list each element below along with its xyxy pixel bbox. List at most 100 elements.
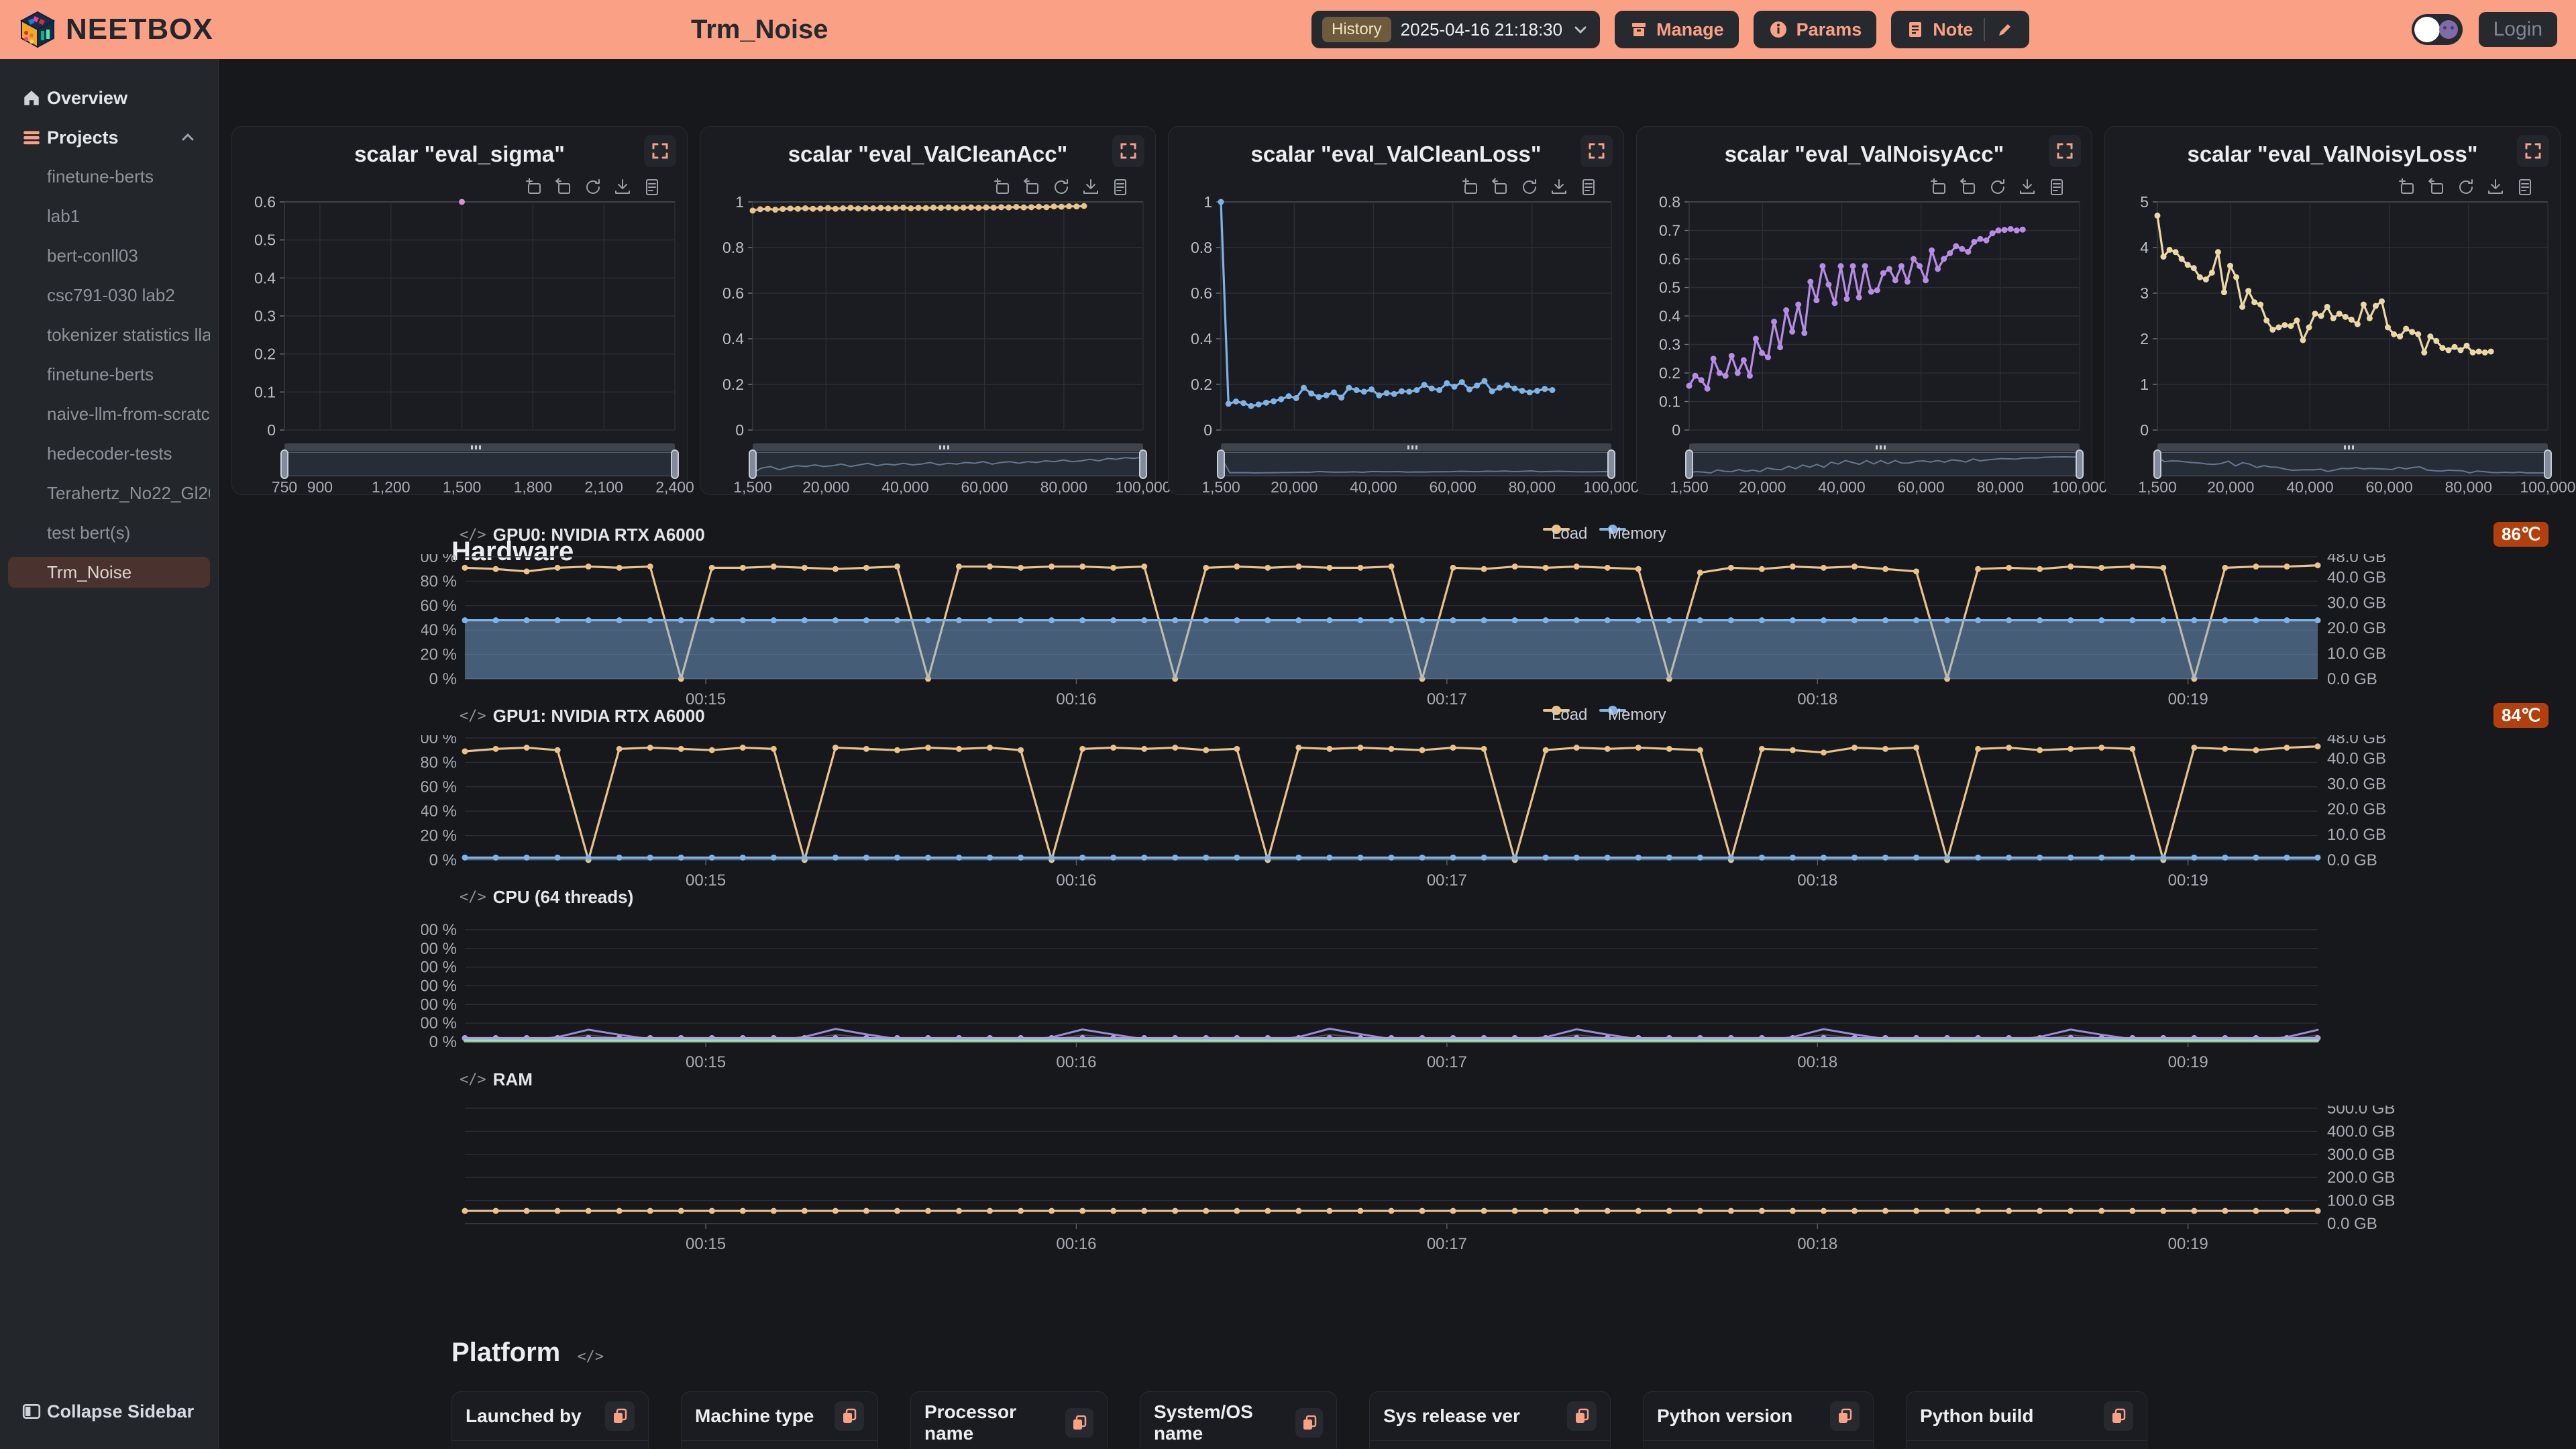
expand-chart-button[interactable] (1580, 135, 1613, 167)
copy-button[interactable] (1295, 1408, 1323, 1438)
datazoom-handle-right[interactable] (1607, 449, 1615, 479)
datazoom-grip[interactable] (1221, 443, 1611, 451)
data-view-icon[interactable] (1579, 178, 1598, 197)
datazoom-handle-left[interactable] (1685, 449, 1693, 479)
project-item-label: bert-conll03 (47, 245, 138, 266)
sidebar-project-item[interactable]: Terahertz_No22_Gl261_gl... (8, 478, 210, 508)
download-icon[interactable] (613, 178, 632, 197)
sidebar-project-item[interactable]: csc791-030 lab2 (8, 280, 210, 311)
legend-item-load[interactable]: Load (1543, 706, 1587, 724)
download-icon[interactable] (2018, 178, 2037, 197)
datazoom-grip[interactable] (1689, 443, 2080, 451)
login-button[interactable]: Login (2478, 12, 2557, 47)
restore-icon[interactable] (1988, 178, 2007, 197)
zoom-reset-icon[interactable] (1491, 178, 1509, 197)
restore-icon[interactable] (1520, 178, 1539, 197)
sidebar-project-item[interactable]: tokenizer statistics llama... (8, 319, 210, 350)
sidebar-project-item[interactable]: lab1 (8, 201, 210, 231)
zoom-select-icon[interactable] (993, 178, 1012, 197)
sidebar-project-item[interactable]: hedecoder-tests (8, 438, 210, 469)
zoom-select-icon[interactable] (525, 178, 543, 197)
datazoom-handle-left[interactable] (749, 449, 757, 479)
brand[interactable]: NEETBOX (19, 11, 213, 48)
platform-card-value: #59~22.04.1-Ubuntu SMP PREEMPT_DYNAMIC W… (1370, 1441, 1610, 1449)
datazoom-handle-right[interactable] (671, 449, 679, 479)
datazoom-handle-right[interactable] (2544, 449, 2552, 479)
sidebar-project-item[interactable]: finetune-berts (8, 359, 210, 390)
restore-icon[interactable] (1052, 178, 1071, 197)
copy-button[interactable] (1567, 1401, 1597, 1431)
collapse-sidebar-button[interactable]: Collapse Sidebar (0, 1397, 218, 1426)
sidebar-project-item[interactable]: naive-llm-from-scratch (8, 398, 210, 429)
zoom-reset-icon[interactable] (1959, 178, 1978, 197)
datazoom-track[interactable] (2153, 449, 2552, 479)
sidebar-project-item[interactable]: bert-conll03 (8, 240, 210, 271)
copy-button[interactable] (1065, 1408, 1093, 1438)
data-view-icon[interactable] (1111, 178, 1130, 197)
history-dropdown[interactable]: History 2025-04-16 21:18:30 (1311, 11, 1601, 48)
svg-text:500.0 GB: 500.0 GB (2327, 1106, 2395, 1118)
legend-item-memory[interactable]: Memory (1599, 706, 1666, 724)
datazoom-handle-right[interactable] (2076, 449, 2084, 479)
data-view-icon[interactable] (643, 178, 661, 197)
copy-button[interactable] (1830, 1401, 1860, 1431)
datazoom-track[interactable] (1217, 449, 1615, 479)
manage-button[interactable]: Manage (1615, 11, 1739, 48)
sidebar-project-item[interactable]: finetune-berts (8, 161, 210, 192)
datazoom-grip[interactable] (2157, 443, 2548, 451)
sidebar-project-item[interactable]: test bert(s) (8, 517, 210, 548)
datazoom-handle-left[interactable] (2153, 449, 2161, 479)
svg-text:00:17: 00:17 (1427, 1053, 1467, 1069)
legend-marker: Load (1543, 706, 1587, 724)
platform-card-value: xlu29 (452, 1441, 648, 1449)
x-tick-label: 2,100 (584, 478, 623, 496)
datazoom-track[interactable] (749, 449, 1147, 479)
theme-toggle[interactable] (2411, 14, 2463, 45)
edit-pencil-icon[interactable] (1996, 20, 2015, 39)
zoom-reset-icon[interactable] (1022, 178, 1041, 197)
restore-icon[interactable] (2457, 178, 2475, 197)
download-icon[interactable] (2486, 178, 2505, 197)
zoom-select-icon[interactable] (1929, 178, 1948, 197)
zoom-select-icon[interactable] (2398, 178, 2416, 197)
datazoom-grip[interactable] (753, 443, 1143, 451)
svg-text:0.0 GB: 0.0 GB (2327, 1215, 2377, 1233)
restore-icon[interactable] (584, 178, 602, 197)
datazoom-grip[interactable] (284, 443, 675, 451)
download-icon[interactable] (1550, 178, 1568, 197)
x-tick-label: 2,400 (655, 478, 694, 496)
zoom-reset-icon[interactable] (554, 178, 573, 197)
expand-chart-button[interactable] (2517, 135, 2549, 167)
datazoom-track[interactable] (1685, 449, 2084, 479)
sidebar-item-overview[interactable]: Overview (0, 83, 218, 113)
svg-text:0.7: 0.7 (1659, 222, 1680, 239)
legend-item-load[interactable]: Load (1543, 525, 1587, 543)
chevron-up-icon[interactable] (179, 129, 197, 146)
project-item-label: csc791-030 lab2 (47, 284, 175, 305)
data-view-icon[interactable] (2047, 178, 2066, 197)
data-view-icon[interactable] (2516, 178, 2534, 197)
copy-button[interactable] (835, 1401, 864, 1431)
copy-button[interactable] (605, 1401, 635, 1431)
svg-text:2: 2 (2140, 330, 2149, 347)
datazoom-track[interactable] (280, 449, 679, 479)
platform-card: System/OS name Linux (1140, 1391, 1337, 1449)
scalar-chart-card: scalar "eval_ValNoisyLoss" 0 1 2 3 4 5 1,500 2… (2104, 126, 2576, 496)
zoom-select-icon[interactable] (1461, 178, 1480, 197)
params-button[interactable]: Params (1753, 11, 1877, 48)
svg-text:00:16: 00:16 (1056, 871, 1096, 886)
datazoom-handle-right[interactable] (1139, 449, 1147, 479)
sidebar-project-item[interactable]: Trm_Noise (8, 557, 210, 588)
note-button[interactable]: Note (1891, 11, 2030, 48)
sidebar-item-projects[interactable]: Projects (0, 123, 218, 152)
svg-text:60 %: 60 % (421, 597, 457, 615)
expand-chart-button[interactable] (1112, 135, 1144, 167)
download-icon[interactable] (1081, 178, 1100, 197)
expand-chart-button[interactable] (644, 135, 676, 167)
copy-button[interactable] (2104, 1401, 2133, 1431)
legend-item-memory[interactable]: Memory (1599, 525, 1666, 543)
datazoom-handle-left[interactable] (1217, 449, 1225, 479)
zoom-reset-icon[interactable] (2427, 178, 2446, 197)
expand-chart-button[interactable] (2049, 135, 2081, 167)
datazoom-handle-left[interactable] (280, 449, 288, 479)
